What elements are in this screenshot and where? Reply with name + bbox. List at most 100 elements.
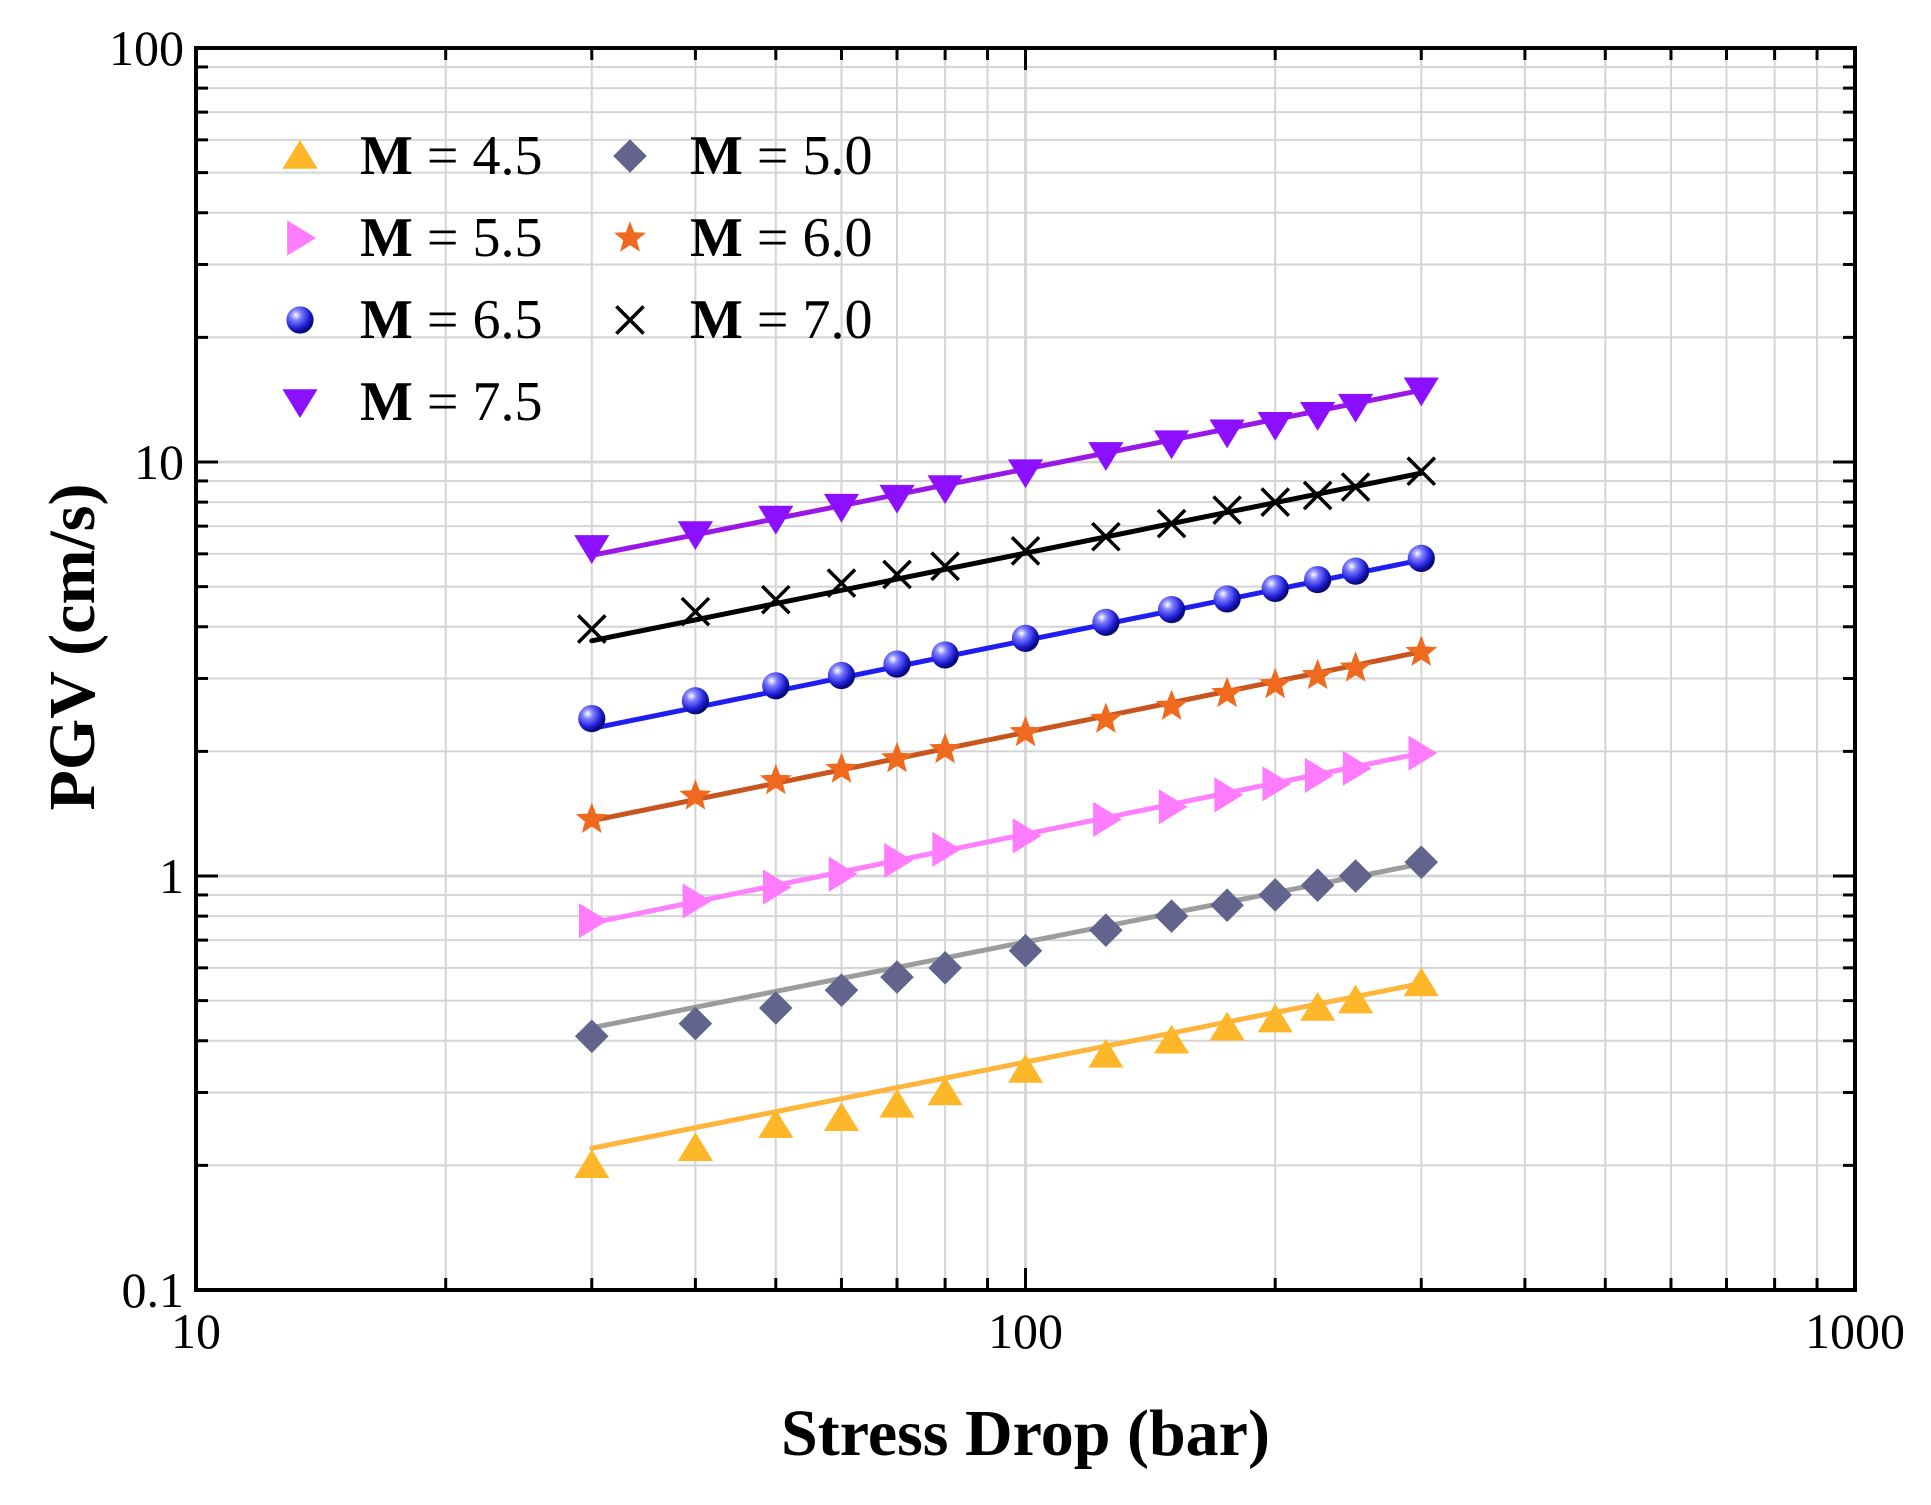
- data-point-m70: [1091, 521, 1121, 552]
- data-point-m55: [828, 856, 858, 892]
- data-point-m65: [578, 704, 606, 733]
- data-point-m65: [1341, 557, 1370, 585]
- fit-line-m75: [589, 387, 1424, 558]
- y-tick-label: 100: [109, 20, 184, 76]
- data-point-m70: [760, 584, 791, 615]
- fit-line-m50: [589, 861, 1424, 1031]
- data-point-m75: [823, 493, 860, 523]
- data-point-m70: [1260, 487, 1291, 517]
- data-point-m55: [1342, 750, 1372, 786]
- fit-lines: [589, 387, 1424, 1151]
- data-point-m45: [1337, 984, 1374, 1014]
- x-tick-label: 1000: [1805, 1303, 1905, 1359]
- y-axis-title: PGV (cm/s): [36, 484, 109, 811]
- data-point-m75: [1088, 442, 1124, 471]
- data-point-m45: [1007, 1053, 1044, 1083]
- data-point-m50: [880, 960, 914, 994]
- data-point-m65: [931, 641, 959, 669]
- data-point-m60: [1301, 658, 1334, 690]
- data-point-m75: [1257, 411, 1293, 441]
- data-point-m70: [1010, 536, 1041, 566]
- y-tick-label: 0.1: [122, 1262, 185, 1318]
- legend-label-m60: M = 6.0: [690, 207, 872, 269]
- data-point-m70: [882, 559, 912, 590]
- data-point-m55: [932, 831, 962, 867]
- data-point-m65: [1304, 565, 1332, 594]
- data-point-m50: [824, 973, 859, 1007]
- data-point-m50: [1089, 913, 1123, 947]
- axis-ticks: 10 100 1000 0.1 1 10 100: [109, 20, 1905, 1359]
- data-point-m75: [1007, 459, 1044, 489]
- data-point-m45: [1403, 967, 1439, 997]
- data-point-m60: [881, 741, 913, 773]
- data-point-m50: [928, 951, 962, 985]
- data-point-m75: [574, 535, 610, 564]
- fit-line-m55: [589, 750, 1424, 926]
- data-point-m75: [1300, 402, 1336, 431]
- data-point-m55: [1304, 757, 1334, 793]
- data-point-m60: [1211, 676, 1244, 708]
- data-point-m65: [681, 687, 710, 715]
- data-point-m60: [1339, 651, 1372, 682]
- data-point-m60: [1089, 702, 1122, 733]
- data-point-m55: [1012, 818, 1042, 854]
- data-point-m55: [1214, 777, 1244, 813]
- fit-line-m45: [589, 980, 1424, 1151]
- data-point-m45: [758, 1109, 794, 1139]
- data-point-m45: [1257, 1003, 1293, 1033]
- data-point-m50: [1258, 878, 1293, 912]
- data-point-m60: [575, 802, 608, 833]
- data-point-m75: [927, 475, 963, 505]
- data-point-m60: [825, 752, 858, 783]
- data-point-m65: [1157, 596, 1186, 624]
- data-point-m70: [930, 551, 960, 582]
- data-point-m70: [1406, 456, 1437, 487]
- data-point-m75: [1337, 393, 1374, 423]
- data-point-m60: [1259, 667, 1292, 699]
- data-point-m55: [1093, 801, 1122, 837]
- data-point-m75: [879, 484, 915, 514]
- data-point-m65: [1092, 608, 1120, 636]
- data-point-m70: [1212, 495, 1242, 526]
- data-point-m55: [578, 903, 608, 939]
- legend-label-m75: M = 7.5: [360, 371, 542, 433]
- y-tick-label: 10: [134, 434, 184, 490]
- data-point-m50: [1210, 888, 1244, 923]
- legend-marker-m55: [287, 220, 316, 256]
- legend-label-m50: M = 5.0: [690, 125, 872, 187]
- data-point-m50: [678, 1006, 713, 1041]
- data-point-m50: [1300, 868, 1335, 903]
- data-point-m65: [762, 672, 790, 700]
- data-point-m75: [1209, 419, 1245, 449]
- data-point-m45: [574, 1149, 610, 1179]
- data-point-m75: [1153, 430, 1190, 460]
- data-point-m55: [884, 842, 914, 879]
- data-point-m45: [879, 1088, 915, 1118]
- legend-marker-m75: [282, 389, 318, 418]
- x-tick-label: 10: [171, 1303, 221, 1359]
- legend-marker-m65: [286, 306, 314, 334]
- legend-label-m45: M = 4.5: [360, 125, 542, 187]
- data-point-m50: [1338, 859, 1373, 893]
- data-markers: [574, 377, 1439, 1179]
- legend-marker-m45: [282, 140, 318, 169]
- data-point-m45: [1088, 1038, 1124, 1068]
- data-point-m45: [1153, 1024, 1190, 1054]
- data-point-m45: [823, 1102, 860, 1132]
- legend-label-m65: M = 6.5: [360, 289, 542, 351]
- y-tick-label: 1: [159, 848, 184, 904]
- data-point-m60: [1155, 689, 1188, 720]
- data-point-m50: [1154, 899, 1189, 933]
- data-point-m45: [1300, 991, 1336, 1021]
- data-point-m75: [758, 505, 794, 535]
- data-point-m70: [1302, 480, 1333, 511]
- data-point-m70: [1156, 508, 1187, 539]
- data-point-m70: [1340, 472, 1371, 502]
- data-point-m45: [1209, 1011, 1245, 1041]
- data-point-m50: [574, 1019, 609, 1054]
- data-point-m55: [1408, 735, 1438, 771]
- x-axis-title: Stress Drop (bar): [781, 1397, 1270, 1470]
- data-point-m60: [1405, 635, 1438, 666]
- grid: [196, 48, 1855, 1290]
- fit-line-m70: [589, 470, 1424, 644]
